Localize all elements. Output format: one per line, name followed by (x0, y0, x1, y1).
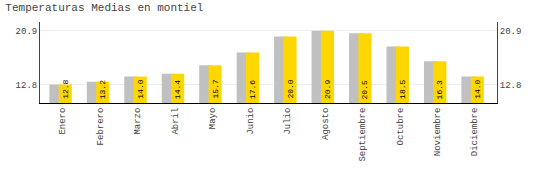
svg-text:12.8: 12.8 (16, 81, 38, 91)
svg-text:Julio: Julio (283, 108, 293, 135)
svg-text:20.9: 20.9 (16, 27, 38, 37)
svg-text:13.2: 13.2 (98, 80, 107, 99)
svg-text:Septiembre: Septiembre (358, 108, 368, 162)
svg-text:12.8: 12.8 (61, 79, 70, 98)
svg-text:Junio: Junio (246, 108, 256, 135)
svg-text:Octubre: Octubre (396, 108, 406, 146)
svg-text:17.6: 17.6 (248, 80, 257, 99)
svg-text:16.3: 16.3 (435, 80, 444, 99)
svg-text:20.9: 20.9 (323, 80, 332, 99)
svg-text:Agosto: Agosto (321, 108, 331, 140)
svg-text:14.4: 14.4 (173, 80, 182, 99)
svg-text:20.9: 20.9 (500, 27, 522, 37)
svg-text:Febrero: Febrero (96, 108, 106, 146)
svg-text:18.5: 18.5 (398, 80, 407, 99)
svg-text:Temperaturas Medias en montiel: Temperaturas Medias en montiel (5, 2, 203, 14)
svg-text:Mayo: Mayo (208, 108, 218, 130)
svg-text:Marzo: Marzo (133, 108, 143, 135)
svg-text:15.7: 15.7 (211, 79, 220, 98)
svg-text:Diciembre: Diciembre (470, 108, 480, 157)
svg-text:20.0: 20.0 (286, 79, 295, 98)
svg-text:Abril: Abril (171, 108, 181, 135)
svg-text:Enero: Enero (58, 108, 68, 135)
svg-text:14.0: 14.0 (136, 79, 145, 98)
svg-text:20.5: 20.5 (360, 80, 369, 99)
svg-text:12.8: 12.8 (500, 81, 522, 91)
svg-text:14.0: 14.0 (473, 79, 482, 98)
svg-text:Noviembre: Noviembre (433, 108, 443, 157)
